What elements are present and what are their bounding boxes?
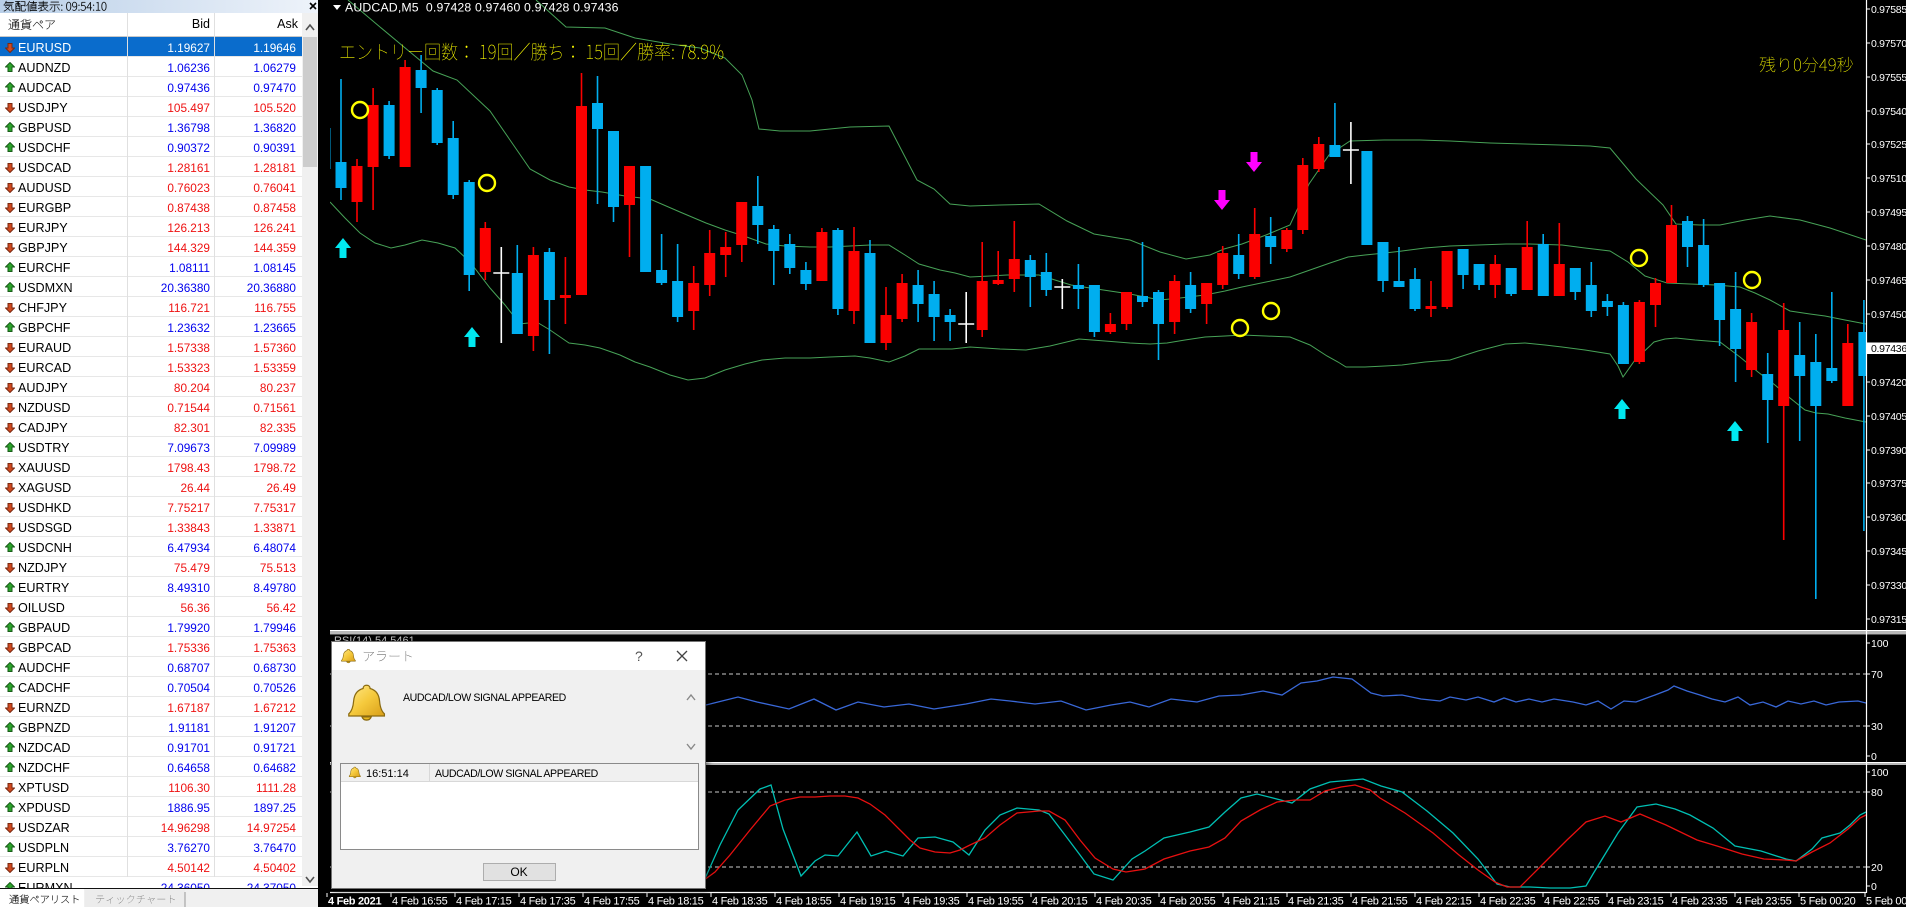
- svg-text:20: 20: [1871, 862, 1883, 874]
- svg-text:4 Feb 20:35: 4 Feb 20:35: [1096, 896, 1152, 907]
- svg-text:0.97360: 0.97360: [1871, 512, 1906, 524]
- svg-text:0.97540: 0.97540: [1871, 106, 1906, 118]
- svg-text:0.97525: 0.97525: [1871, 139, 1906, 151]
- svg-text:0.97450: 0.97450: [1871, 309, 1906, 321]
- svg-text:4 Feb 20:55: 4 Feb 20:55: [1160, 896, 1216, 907]
- svg-text:4 Feb 22:35: 4 Feb 22:35: [1480, 896, 1536, 907]
- svg-text:0.97345: 0.97345: [1871, 546, 1906, 558]
- svg-text:0.97315: 0.97315: [1871, 614, 1906, 626]
- svg-text:AUDCAD,M5 0.97428 0.97460 0.9: AUDCAD,M5 0.97428 0.97460 0.97428 0.9743…: [345, 1, 619, 15]
- svg-text:5 Feb 00:20: 5 Feb 00:20: [1800, 896, 1856, 907]
- svg-text:0.97375: 0.97375: [1871, 478, 1906, 490]
- svg-text:4 Feb 19:55: 4 Feb 19:55: [968, 896, 1024, 907]
- svg-text:0.97330: 0.97330: [1871, 580, 1906, 592]
- svg-text:4 Feb 22:15: 4 Feb 22:15: [1416, 896, 1472, 907]
- svg-text:4 Feb 19:35: 4 Feb 19:35: [904, 896, 960, 907]
- svg-text:AUDCAD/LOW SIGNAL APPEARED: AUDCAD/LOW SIGNAL APPEARED: [403, 692, 567, 704]
- svg-text:0.97555: 0.97555: [1871, 72, 1906, 84]
- svg-text:4 Feb 17:15: 4 Feb 17:15: [456, 896, 512, 907]
- svg-text:4 Feb 18:55: 4 Feb 18:55: [776, 896, 832, 907]
- svg-text:AUDCAD/LOW SIGNAL APPEARED: AUDCAD/LOW SIGNAL APPEARED: [435, 768, 599, 780]
- svg-text:30: 30: [1871, 721, 1883, 733]
- svg-text:100: 100: [1871, 638, 1889, 650]
- svg-text:16:51:14: 16:51:14: [366, 768, 409, 780]
- svg-text:4 Feb 23:55: 4 Feb 23:55: [1736, 896, 1792, 907]
- svg-text:4 Feb 19:15: 4 Feb 19:15: [840, 896, 896, 907]
- svg-text:0.97510: 0.97510: [1871, 173, 1906, 185]
- svg-text:0.97420: 0.97420: [1871, 377, 1906, 389]
- svg-text:4 Feb 23:15: 4 Feb 23:15: [1608, 896, 1664, 907]
- svg-text:4 Feb 18:35: 4 Feb 18:35: [712, 896, 768, 907]
- svg-text:0: 0: [1871, 881, 1877, 893]
- svg-text:0: 0: [1871, 751, 1877, 763]
- svg-text:4 Feb 2021: 4 Feb 2021: [328, 896, 381, 907]
- svg-text:0.97465: 0.97465: [1871, 275, 1906, 287]
- svg-text:80: 80: [1871, 787, 1883, 799]
- svg-text:4 Feb 21:15: 4 Feb 21:15: [1224, 896, 1280, 907]
- svg-text:0.97405: 0.97405: [1871, 411, 1906, 423]
- svg-text:4 Feb 20:15: 4 Feb 20:15: [1032, 896, 1088, 907]
- svg-text:0.97495: 0.97495: [1871, 207, 1906, 219]
- svg-text:4 Feb 18:15: 4 Feb 18:15: [648, 896, 704, 907]
- svg-text:100: 100: [1871, 767, 1889, 779]
- svg-text:4 Feb 17:35: 4 Feb 17:35: [520, 896, 576, 907]
- svg-text:0.97390: 0.97390: [1871, 445, 1906, 457]
- svg-text:4 Feb 22:55: 4 Feb 22:55: [1544, 896, 1600, 907]
- svg-text:4 Feb 21:55: 4 Feb 21:55: [1352, 896, 1408, 907]
- svg-text:0.97585: 0.97585: [1871, 4, 1906, 16]
- svg-text:OK: OK: [510, 865, 527, 879]
- svg-text:4 Feb 16:55: 4 Feb 16:55: [392, 896, 448, 907]
- svg-text:5 Feb 00:4: 5 Feb 00:4: [1866, 896, 1906, 907]
- svg-text:0.97480: 0.97480: [1871, 241, 1906, 253]
- svg-text:4 Feb 23:35: 4 Feb 23:35: [1672, 896, 1728, 907]
- svg-text:4 Feb 21:35: 4 Feb 21:35: [1288, 896, 1344, 907]
- svg-text:?: ?: [635, 648, 643, 664]
- svg-text:0.97570: 0.97570: [1871, 38, 1906, 50]
- svg-text:4 Feb 17:55: 4 Feb 17:55: [584, 896, 640, 907]
- svg-text:0.97436: 0.97436: [1871, 343, 1906, 355]
- svg-text:70: 70: [1871, 669, 1883, 681]
